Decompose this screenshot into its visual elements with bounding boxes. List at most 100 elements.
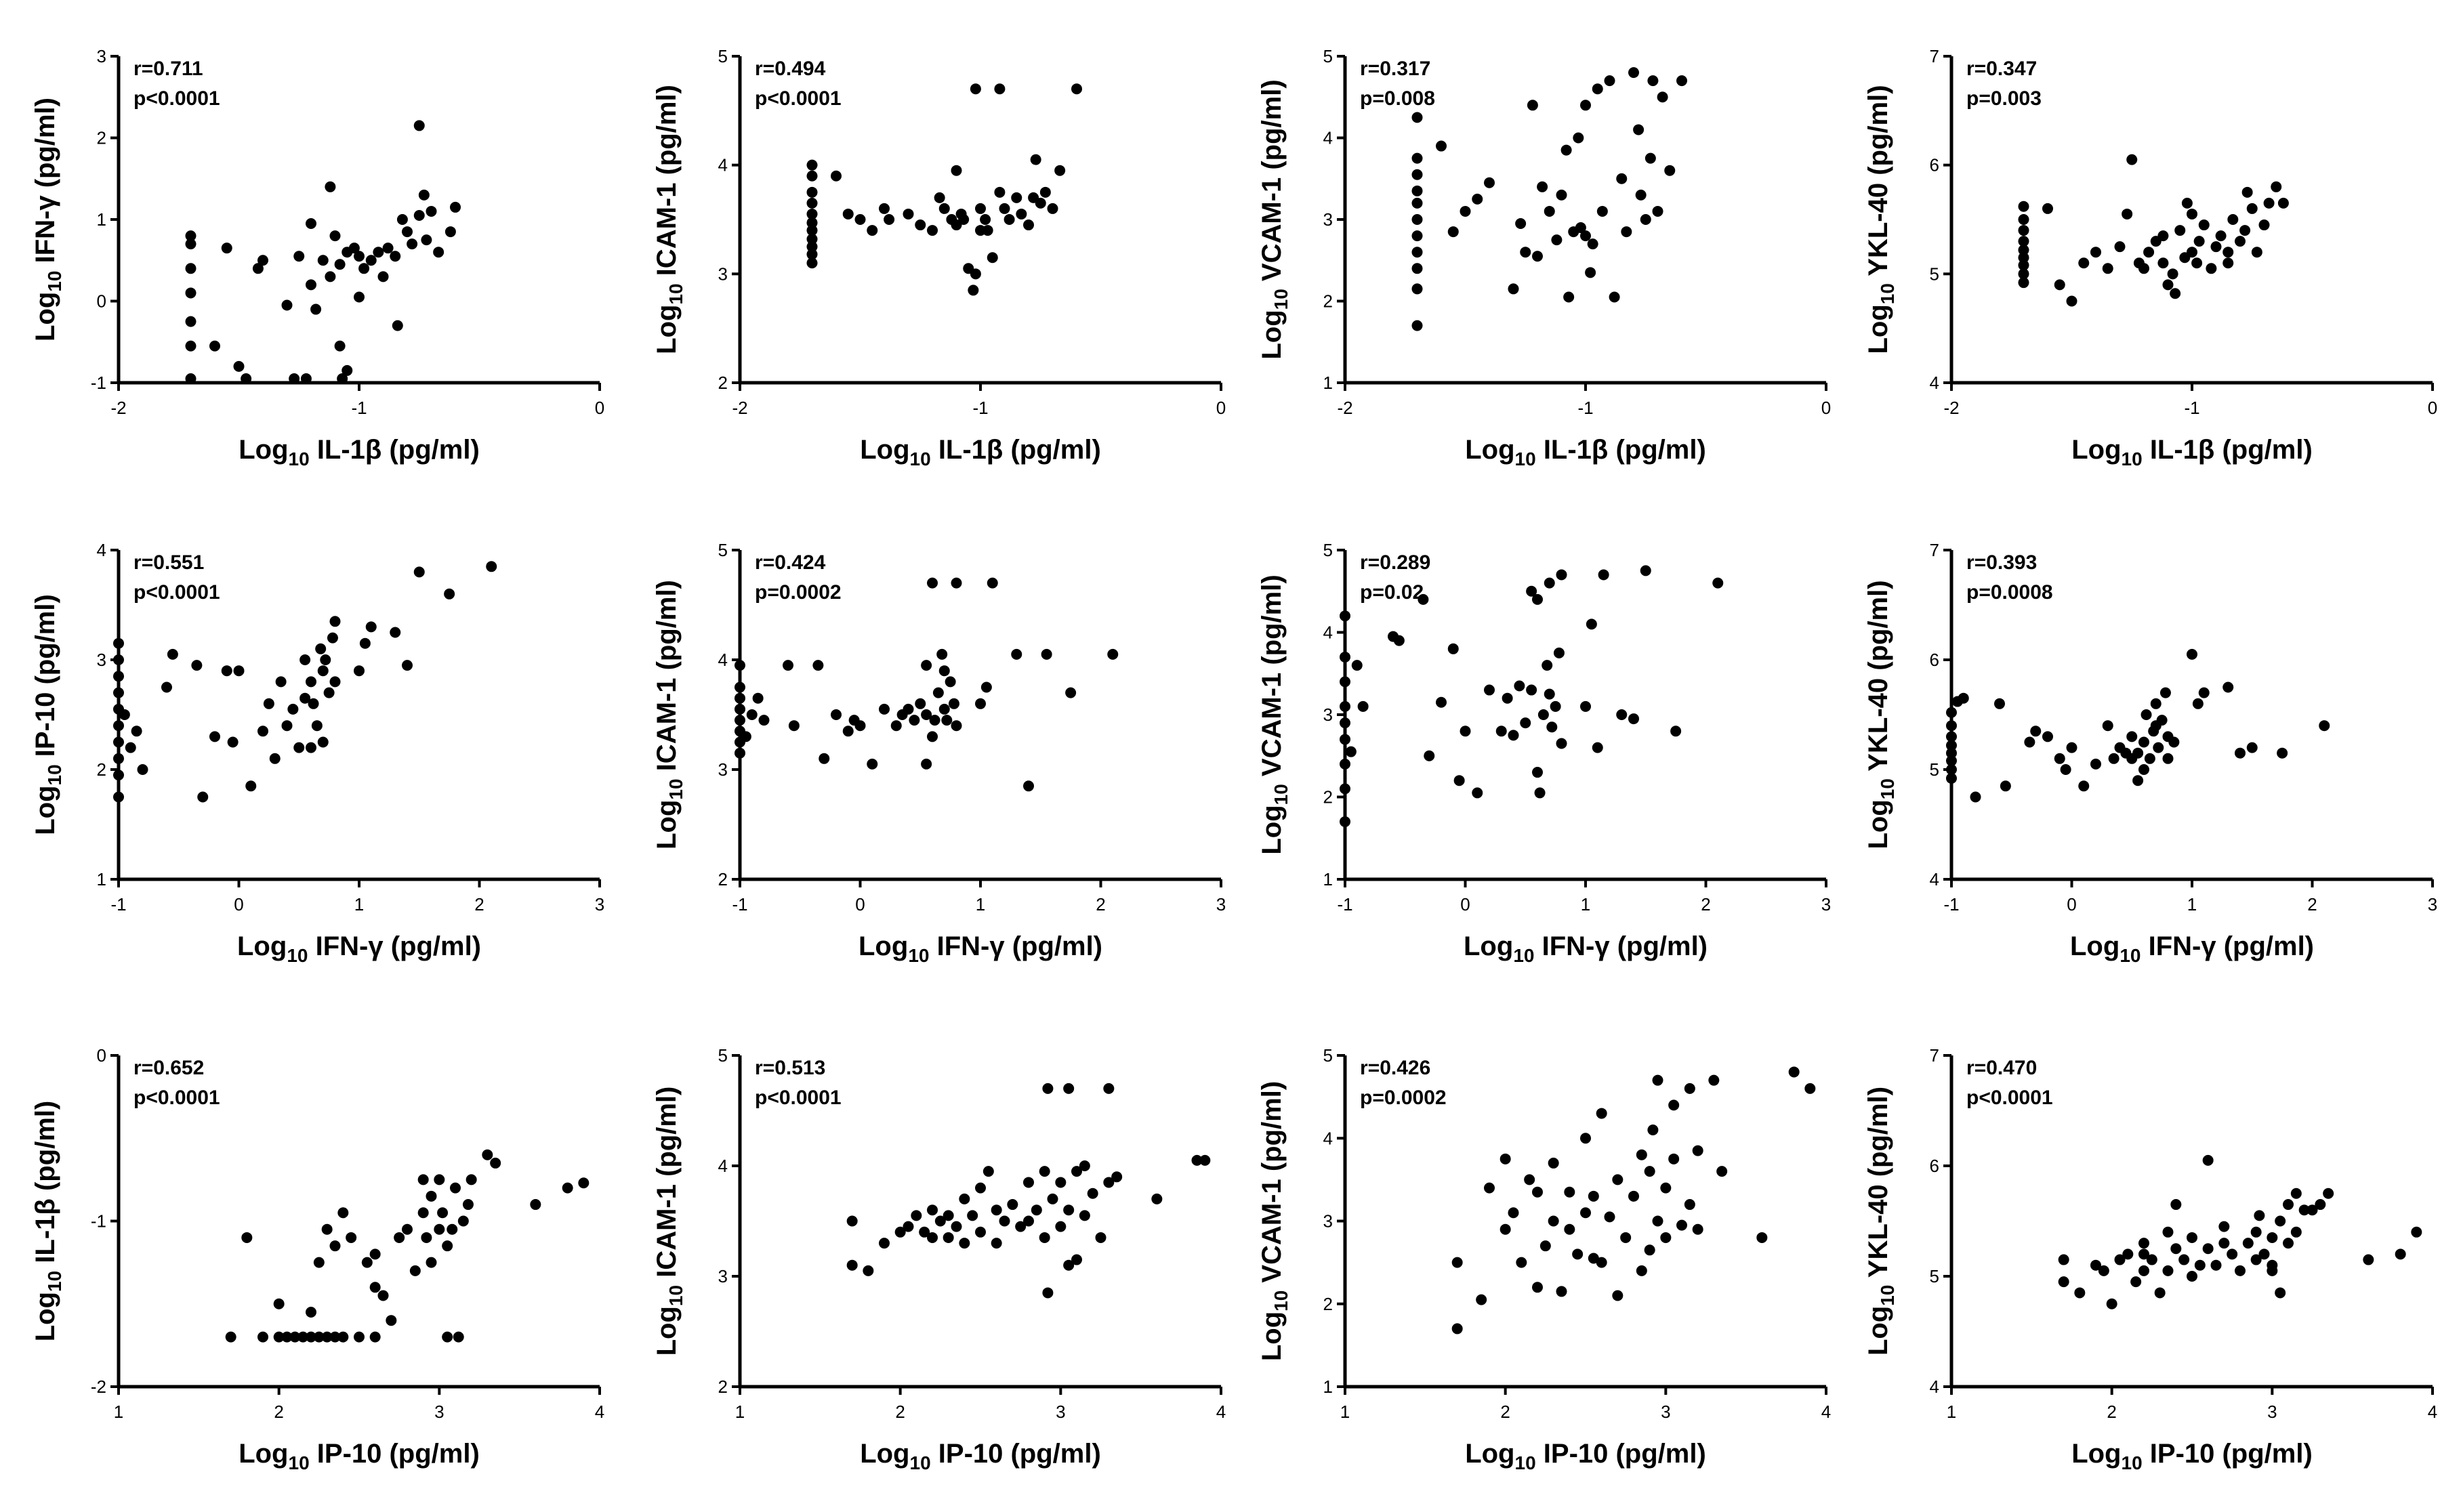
data-point bbox=[1564, 1186, 1575, 1198]
y-tick-label: 5 bbox=[1323, 1045, 1333, 1066]
data-point bbox=[2054, 753, 2065, 764]
x-tick-label: 1 bbox=[114, 1402, 123, 1422]
data-point bbox=[1472, 193, 1483, 205]
data-point bbox=[417, 1174, 429, 1185]
data-point bbox=[1524, 1174, 1535, 1185]
data-point bbox=[1484, 684, 1495, 696]
data-point bbox=[1946, 755, 1957, 767]
data-point bbox=[1103, 1177, 1115, 1188]
data-point bbox=[359, 637, 371, 649]
data-point bbox=[1340, 758, 1350, 770]
data-point bbox=[846, 1259, 858, 1271]
data-point bbox=[131, 726, 142, 737]
y-tick-label: 1 bbox=[97, 869, 106, 889]
data-point bbox=[2098, 1265, 2109, 1276]
data-point bbox=[1588, 1190, 1599, 1202]
p-value-label: p=0.008 bbox=[1360, 87, 1435, 110]
data-point bbox=[392, 320, 403, 331]
data-point bbox=[1063, 1083, 1075, 1094]
r-value-label: r=0.513 bbox=[755, 1057, 825, 1079]
data-point bbox=[1621, 226, 1632, 238]
data-point bbox=[1660, 1182, 1672, 1194]
data-point bbox=[310, 303, 322, 315]
data-point bbox=[2126, 753, 2138, 764]
data-point bbox=[346, 1232, 357, 1243]
data-point bbox=[1580, 100, 1591, 111]
data-point bbox=[783, 660, 793, 671]
y-tick-label: 1 bbox=[1323, 373, 1333, 393]
data-point bbox=[1946, 707, 1957, 718]
x-axis-title: Log10 IFN-γ (pg/ml) bbox=[859, 931, 1102, 966]
data-point bbox=[1023, 219, 1034, 231]
data-point bbox=[2283, 1238, 2294, 1249]
y-tick-label: 7 bbox=[1930, 46, 1939, 66]
data-point bbox=[2157, 257, 2169, 269]
data-point bbox=[2126, 154, 2138, 165]
data-point bbox=[2277, 747, 2288, 759]
r-value-label: r=0.711 bbox=[133, 58, 203, 80]
scatter-panel-12: 4 5 6 7 1 2 3 4 Log10 IP-10 (pg/ml) Log10 YKL-40 … bbox=[1863, 1045, 2437, 1473]
data-point bbox=[987, 577, 998, 589]
data-point bbox=[1556, 1286, 1567, 1297]
data-point bbox=[1041, 648, 1052, 660]
data-point bbox=[2138, 1248, 2149, 1260]
data-point bbox=[758, 715, 770, 726]
y-tick-label: 4 bbox=[718, 650, 728, 670]
data-point bbox=[365, 255, 377, 266]
data-point bbox=[197, 791, 209, 803]
data-point bbox=[1580, 700, 1591, 712]
data-point bbox=[273, 1298, 285, 1309]
data-point bbox=[1411, 112, 1423, 123]
data-point bbox=[2222, 681, 2234, 693]
data-point bbox=[227, 736, 239, 748]
data-point bbox=[315, 643, 327, 654]
data-point bbox=[1668, 1153, 1680, 1164]
data-point bbox=[413, 209, 425, 221]
data-point bbox=[1340, 651, 1350, 663]
data-point bbox=[1684, 1199, 1695, 1211]
y-axis-title: Log10 IFN-γ (pg/ml) bbox=[30, 98, 65, 341]
data-point bbox=[1047, 1193, 1058, 1204]
data-point bbox=[433, 247, 444, 258]
data-point bbox=[369, 1248, 381, 1260]
y-tick-label: 5 bbox=[718, 46, 728, 66]
data-point bbox=[970, 83, 981, 95]
data-point bbox=[2162, 279, 2174, 291]
x-tick-label: 3 bbox=[1821, 894, 1831, 915]
y-tick-label: 3 bbox=[718, 759, 728, 780]
data-point bbox=[735, 660, 745, 671]
data-point bbox=[2283, 1199, 2294, 1211]
data-point bbox=[462, 1199, 474, 1211]
data-point bbox=[2267, 1259, 2278, 1271]
y-tick-label: 4 bbox=[718, 155, 728, 175]
data-point bbox=[421, 234, 432, 246]
data-point bbox=[382, 243, 394, 254]
y-tick-label: 6 bbox=[1930, 155, 1939, 175]
data-point bbox=[306, 1331, 316, 1343]
data-point bbox=[999, 1215, 1010, 1227]
data-point bbox=[1994, 698, 2005, 709]
data-point bbox=[299, 654, 311, 665]
data-point bbox=[2277, 197, 2289, 209]
data-point bbox=[311, 720, 323, 732]
data-point bbox=[313, 1331, 325, 1343]
y-tick-label: 4 bbox=[1930, 373, 1939, 393]
data-point bbox=[1508, 730, 1519, 741]
data-point bbox=[2241, 186, 2253, 198]
data-point bbox=[337, 1207, 349, 1219]
data-point bbox=[306, 1306, 316, 1318]
scatter-panel-11: 1 2 3 4 5 1 2 3 4 Log10 IP-10 (pg/ml) Log10 VCAM-1… bbox=[1257, 1045, 1831, 1473]
data-point bbox=[273, 1331, 285, 1343]
data-point bbox=[842, 726, 854, 737]
y-tick-label: 7 bbox=[1930, 540, 1939, 560]
data-point bbox=[113, 791, 124, 803]
data-point bbox=[434, 1223, 445, 1235]
data-point bbox=[299, 692, 311, 704]
data-point bbox=[2222, 247, 2234, 258]
data-point bbox=[991, 1238, 1002, 1249]
data-point bbox=[1411, 247, 1423, 258]
data-point bbox=[2235, 1265, 2246, 1276]
data-point bbox=[2290, 1188, 2302, 1199]
data-point bbox=[421, 1232, 432, 1243]
data-point bbox=[2143, 247, 2155, 258]
